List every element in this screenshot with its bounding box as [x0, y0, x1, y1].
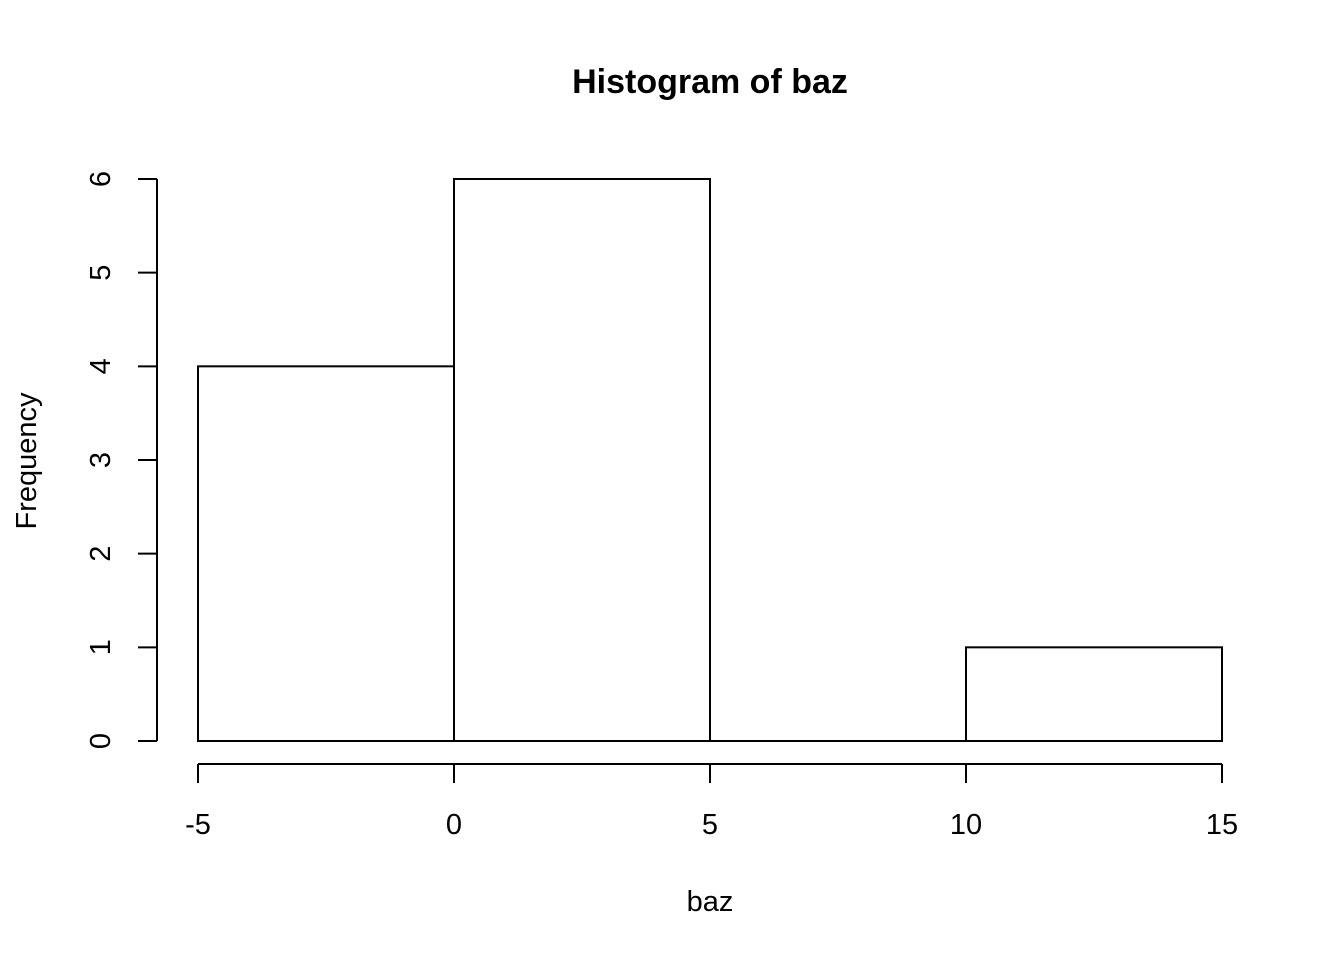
- y-tick-label-3: 3: [85, 452, 117, 468]
- y-tick-label-5: 5: [85, 265, 117, 281]
- y-tick-label-4: 4: [85, 358, 117, 374]
- x-tick-label-1: 0: [446, 809, 462, 841]
- y-axis: 0 1 2 3 4 5 6: [85, 171, 158, 749]
- x-axis: -5 0 5 10 15: [185, 763, 1238, 841]
- y-axis-label: Frequency: [11, 392, 43, 530]
- x-tick-label-0: -5: [185, 809, 211, 841]
- y-tick-label-0: 0: [85, 733, 117, 749]
- chart-title: Histogram of baz: [572, 63, 848, 101]
- x-axis-label: baz: [687, 886, 734, 918]
- y-tick-label-1: 1: [85, 639, 117, 655]
- bars-group: [197, 178, 1223, 742]
- y-tick-label-2: 2: [85, 546, 117, 562]
- histogram-bar-3: [965, 646, 1223, 742]
- x-tick-label-2: 5: [702, 809, 718, 841]
- y-tick-label-6: 6: [85, 171, 117, 187]
- x-tick-label-3: 10: [950, 809, 982, 841]
- x-tick-label-4: 15: [1206, 809, 1238, 841]
- histogram-bar-1: [453, 178, 711, 742]
- histogram-bar-0: [197, 365, 455, 742]
